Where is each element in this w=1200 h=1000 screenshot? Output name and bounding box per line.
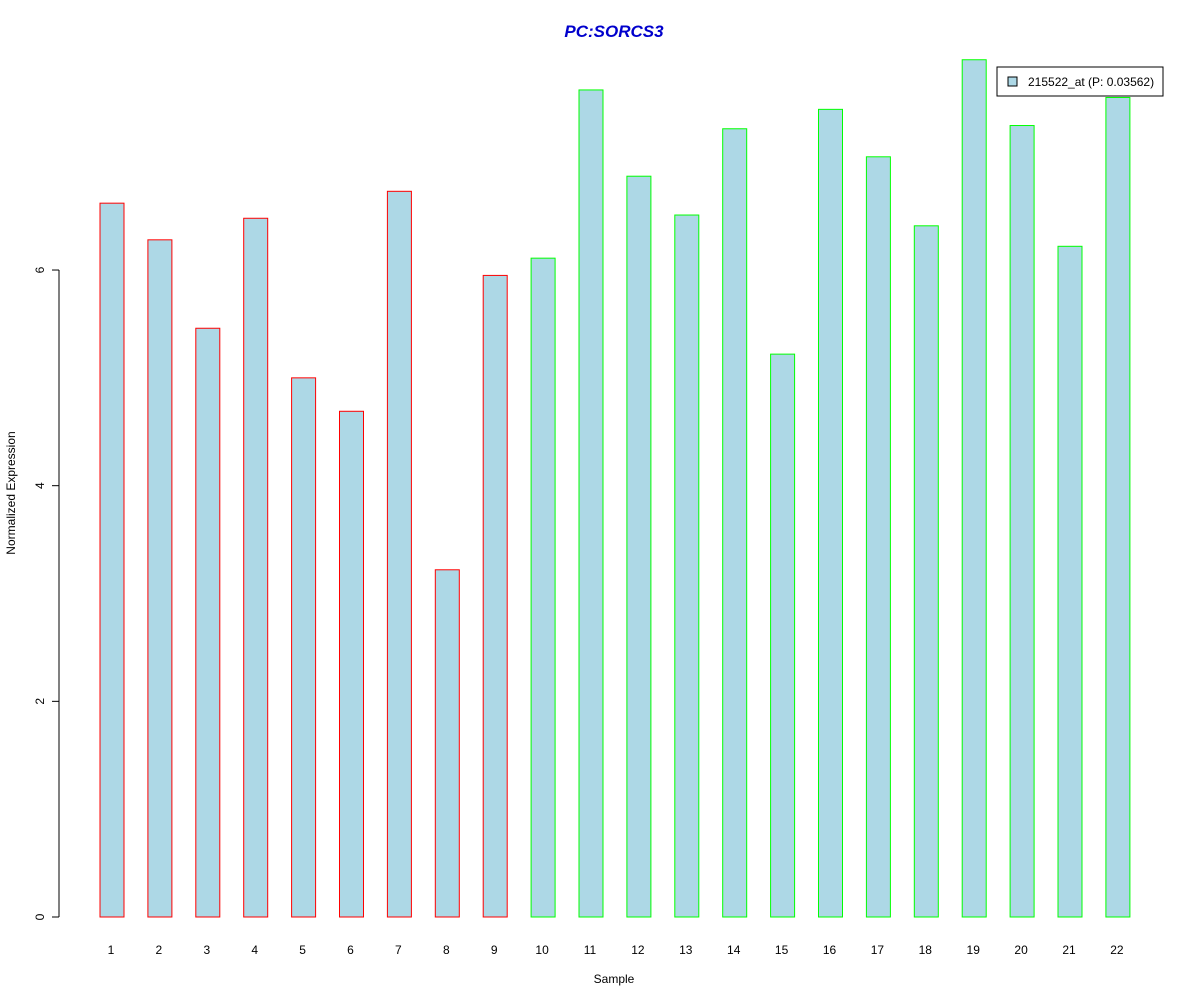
x-tick-label: 13 xyxy=(679,943,693,957)
bar-sample-6 xyxy=(339,410,364,918)
bar-sample-1 xyxy=(99,202,125,918)
y-tick-label: 4 xyxy=(33,482,47,489)
x-tick-label: 10 xyxy=(535,943,549,957)
bar-sample-11 xyxy=(578,89,604,918)
bar-sample-17 xyxy=(865,156,891,918)
chart-title: PC:SORCS3 xyxy=(564,22,664,41)
bar-sample-9 xyxy=(482,274,508,918)
x-tick-label: 21 xyxy=(1062,943,1076,957)
legend-label: 215522_at (P: 0.03562) xyxy=(1028,75,1154,89)
x-tick-label: 15 xyxy=(775,943,789,957)
legend: 215522_at (P: 0.03562) xyxy=(996,66,1164,97)
x-tick-label: 16 xyxy=(823,943,837,957)
y-tick-label: 0 xyxy=(33,913,47,920)
x-tick-label: 11 xyxy=(584,943,597,957)
bar-sample-13 xyxy=(674,214,700,918)
bar-sample-5 xyxy=(291,377,317,918)
bar-sample-15 xyxy=(770,353,796,918)
x-tick-label: 18 xyxy=(919,943,933,957)
x-tick-label: 14 xyxy=(727,943,741,957)
x-tick-label: 8 xyxy=(443,943,450,957)
x-tick-label: 2 xyxy=(156,943,163,957)
bar-sample-21 xyxy=(1057,245,1083,918)
y-tick-label: 2 xyxy=(33,698,47,705)
bar-sample-2 xyxy=(147,239,173,918)
bar-sample-22 xyxy=(1105,96,1131,918)
x-axis-label: Sample xyxy=(594,972,635,986)
x-tick-label: 20 xyxy=(1014,943,1028,957)
x-tick-label: 7 xyxy=(395,943,402,957)
bar-sample-18 xyxy=(913,225,939,918)
x-tick-label: 5 xyxy=(299,943,306,957)
x-tick-labels: 1 2 3 4 5 6 7 8 9 10 11 12 13 14 15 16 17 18 19 20 21 22 xyxy=(108,943,1124,957)
bar-sample-7 xyxy=(386,190,412,918)
bar-sample-4 xyxy=(243,217,269,918)
bar-sample-14 xyxy=(722,128,748,918)
legend-box xyxy=(996,66,1164,97)
legend-swatch xyxy=(1007,76,1018,87)
x-tick-label: 6 xyxy=(347,943,354,957)
y-axis-label: Normalized Expression xyxy=(4,431,18,554)
x-tick-label: 17 xyxy=(871,943,885,957)
x-tick-label: 3 xyxy=(203,943,210,957)
x-tick-label: 22 xyxy=(1110,943,1124,957)
bar-sample-10 xyxy=(530,257,556,918)
bar-sample-12 xyxy=(626,175,652,918)
bar-sample-16 xyxy=(818,108,843,918)
x-tick-label: 9 xyxy=(491,943,498,957)
bar-sample-19 xyxy=(961,59,987,918)
x-tick-label: 19 xyxy=(967,943,981,957)
bar-sample-20 xyxy=(1009,125,1035,918)
bar-sample-8 xyxy=(434,569,460,918)
bar-sample-3 xyxy=(195,327,221,918)
x-tick-label: 1 xyxy=(108,943,115,957)
y-tick-label: 6 xyxy=(33,266,47,273)
y-axis: 0 2 4 6 xyxy=(33,266,60,920)
x-tick-label: 4 xyxy=(251,943,258,957)
x-tick-label: 12 xyxy=(631,943,645,957)
bars xyxy=(99,59,1131,918)
